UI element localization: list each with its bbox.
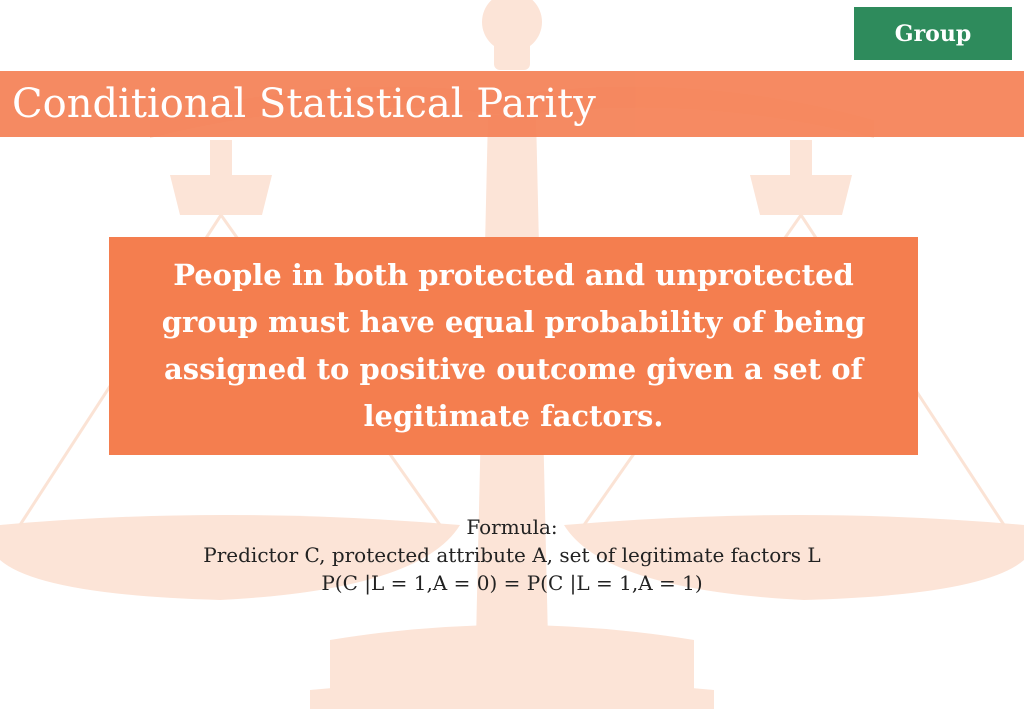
definition-text: People in both protected and unprotected… [161, 258, 866, 433]
formula-heading: Formula: [466, 515, 558, 539]
scale-neck [494, 40, 530, 70]
formula-equation: P(C |L = 1,A = 0) = P(C |L = 1,A = 1) [321, 571, 703, 595]
right-hanger [790, 140, 812, 180]
left-hanger-clamp [170, 175, 272, 215]
formula-block: Formula: Predictor C, protected attribut… [0, 513, 1024, 597]
title-bar: Conditional Statistical Parity [0, 71, 1024, 137]
scale-base-top [330, 625, 694, 698]
definition-box: People in both protected and unprotected… [109, 237, 918, 455]
scale-top-finial [482, 0, 542, 52]
group-badge[interactable]: Group [854, 7, 1012, 60]
formula-description: Predictor C, protected attribute A, set … [203, 543, 821, 567]
left-pan [0, 515, 460, 600]
right-hanger-clamp [750, 175, 852, 215]
left-hanger [210, 140, 232, 180]
scale-base-bottom [310, 680, 714, 709]
slide-title: Conditional Statistical Parity [12, 81, 596, 127]
right-pan [564, 515, 1024, 600]
